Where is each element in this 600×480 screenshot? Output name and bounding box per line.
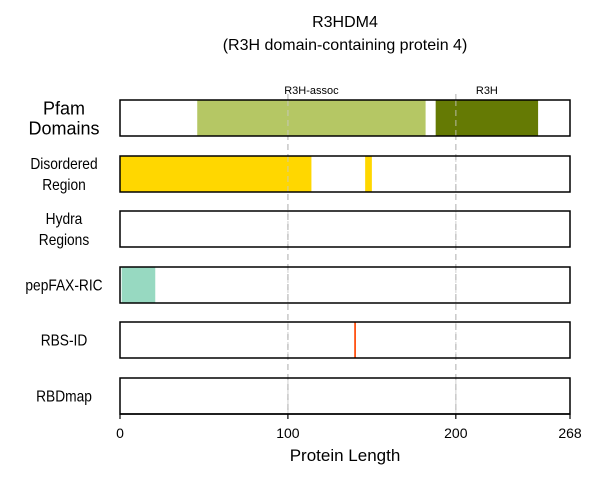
track-label-line: RBS-ID	[41, 332, 88, 350]
track-frame	[119, 210, 571, 248]
track-frame	[119, 266, 571, 304]
track-label-line: Hydra	[46, 210, 83, 228]
track-label: pepFAX-RIC	[25, 277, 102, 295]
track-segment	[197, 100, 426, 136]
gridlines	[287, 94, 457, 414]
track-rbdmap: RBDmap	[36, 377, 571, 415]
track-label-line: Domains	[28, 118, 99, 138]
domain-label: R3H	[476, 85, 498, 97]
track-label: Disordered Region	[30, 155, 97, 194]
track-disordered: Disordered Region	[30, 155, 571, 194]
track-label-line: Regions	[39, 231, 89, 249]
track-segment	[121, 267, 156, 303]
track-hydra: Hydra Regions	[39, 210, 571, 249]
track-label-line: Disordered	[30, 155, 97, 173]
track-pfam: R3H-assoc R3H Pfam Domains	[28, 85, 571, 138]
track-frame	[119, 321, 571, 359]
domain-label: R3H-assoc	[284, 85, 339, 97]
track-label-line: Region	[42, 176, 86, 194]
track-frame	[119, 155, 571, 193]
track-rbsid: RBS-ID	[41, 321, 571, 359]
track-frame	[119, 99, 571, 137]
track-label-line: RBDmap	[36, 388, 92, 406]
x-tick-label: 200	[444, 425, 468, 441]
track-segment	[435, 100, 539, 136]
x-tick-label: 100	[276, 425, 300, 441]
track-label: RBS-ID	[41, 332, 88, 350]
x-tick-label: 0	[116, 425, 124, 441]
track-label: RBDmap	[36, 388, 92, 406]
track-pepfax: pepFAX-RIC	[25, 266, 571, 304]
chart-title: R3HDM4	[312, 14, 378, 31]
track-segment	[365, 156, 372, 192]
track-segment	[354, 322, 356, 358]
x-axis-label: Protein Length	[290, 446, 401, 465]
tracks: R3H-assoc R3H Pfam Domains Disordered Region H…	[25, 85, 571, 415]
track-label: Hydra Regions	[39, 210, 89, 249]
x-axis: 0 100 200 268	[116, 413, 582, 441]
track-frame	[119, 377, 571, 415]
chart-subtitle: (R3H domain-containing protein 4)	[223, 37, 468, 54]
track-segment	[120, 156, 312, 192]
track-label-line: pepFAX-RIC	[25, 277, 102, 295]
x-tick-label: 268	[558, 425, 582, 441]
track-label: Pfam Domains	[28, 98, 99, 138]
track-label-line: Pfam	[43, 98, 85, 118]
